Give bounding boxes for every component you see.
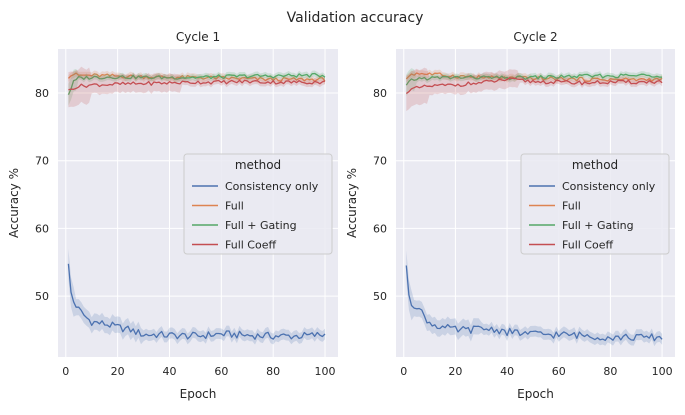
y-axis-label: Accuracy % [7, 168, 21, 238]
x-axis-label: Epoch [517, 387, 554, 401]
x-tick-label: 40 [162, 365, 176, 378]
series-band-full-coeff [406, 67, 663, 112]
series-line-consistency-only [67, 263, 326, 340]
y-tick-label: 70 [373, 155, 387, 168]
series-band-consistency-only [406, 250, 663, 347]
legend-title: method [572, 158, 618, 172]
x-tick-label: 0 [400, 365, 407, 378]
legend-label-full-gating: Full + Gating [225, 219, 297, 232]
panel-2: 0 20 40 60 80 100 50 60 70 80 Cycle 2 Epoch Accuracy… [345, 30, 675, 401]
x-tick-label: 0 [62, 365, 69, 378]
x-tick-label: 20 [448, 365, 462, 378]
figure-title: Validation accuracy [287, 10, 424, 26]
series-band-consistency-only [68, 248, 326, 345]
x-tick-label: 100 [652, 365, 673, 378]
legend-label-consistency-only: Consistency only [225, 180, 319, 193]
panel-title: Cycle 1 [176, 30, 220, 44]
y-tick-label: 80 [373, 87, 387, 100]
series-band-full-coeff [68, 66, 326, 108]
legend-label-full: Full [562, 200, 581, 213]
series-line-full-coeff [405, 77, 663, 95]
series-line-consistency-only [405, 265, 663, 342]
panel-1: 0 20 40 60 80 100 50 60 70 80 Cycle 1 Epoch Accuracy… [7, 30, 338, 401]
legend-label-full-coeff: Full Coeff [225, 239, 276, 252]
legend-label-consistency-only: Consistency only [562, 180, 656, 193]
x-tick-label: 40 [500, 365, 514, 378]
legend: method Consistency only Full Full + Gating F… [520, 153, 670, 255]
x-axis-label: Epoch [180, 387, 217, 401]
x-tick-label: 60 [214, 365, 228, 378]
legend-label-full-gating: Full + Gating [562, 219, 634, 232]
series-line-full [405, 72, 663, 82]
legend-title: method [235, 158, 281, 172]
legend-label-full-coeff: Full Coeff [562, 239, 613, 252]
y-tick-label: 50 [35, 290, 49, 303]
x-tick-label: 80 [266, 365, 280, 378]
y-tick-label: 50 [373, 290, 387, 303]
legend: method Consistency only Full Full + Gating F… [183, 153, 333, 255]
series-line-full-gating [405, 73, 663, 86]
series-line-full-coeff [68, 79, 326, 91]
legend-box [520, 153, 670, 255]
x-tick-label: 80 [603, 365, 617, 378]
x-tick-label: 60 [552, 365, 566, 378]
panel-title: Cycle 2 [513, 30, 557, 44]
series-band-full-gating [68, 68, 326, 106]
y-tick-label: 60 [373, 222, 387, 235]
y-tick-label: 80 [35, 87, 49, 100]
y-axis-label: Accuracy % [345, 168, 359, 238]
y-tick-label: 70 [35, 155, 49, 168]
legend-box [183, 153, 333, 255]
y-tick-label: 60 [35, 222, 49, 235]
x-tick-label: 20 [111, 365, 125, 378]
legend-label-full: Full [225, 200, 244, 213]
x-tick-label: 100 [315, 365, 336, 378]
series-line-full-gating [67, 72, 326, 95]
